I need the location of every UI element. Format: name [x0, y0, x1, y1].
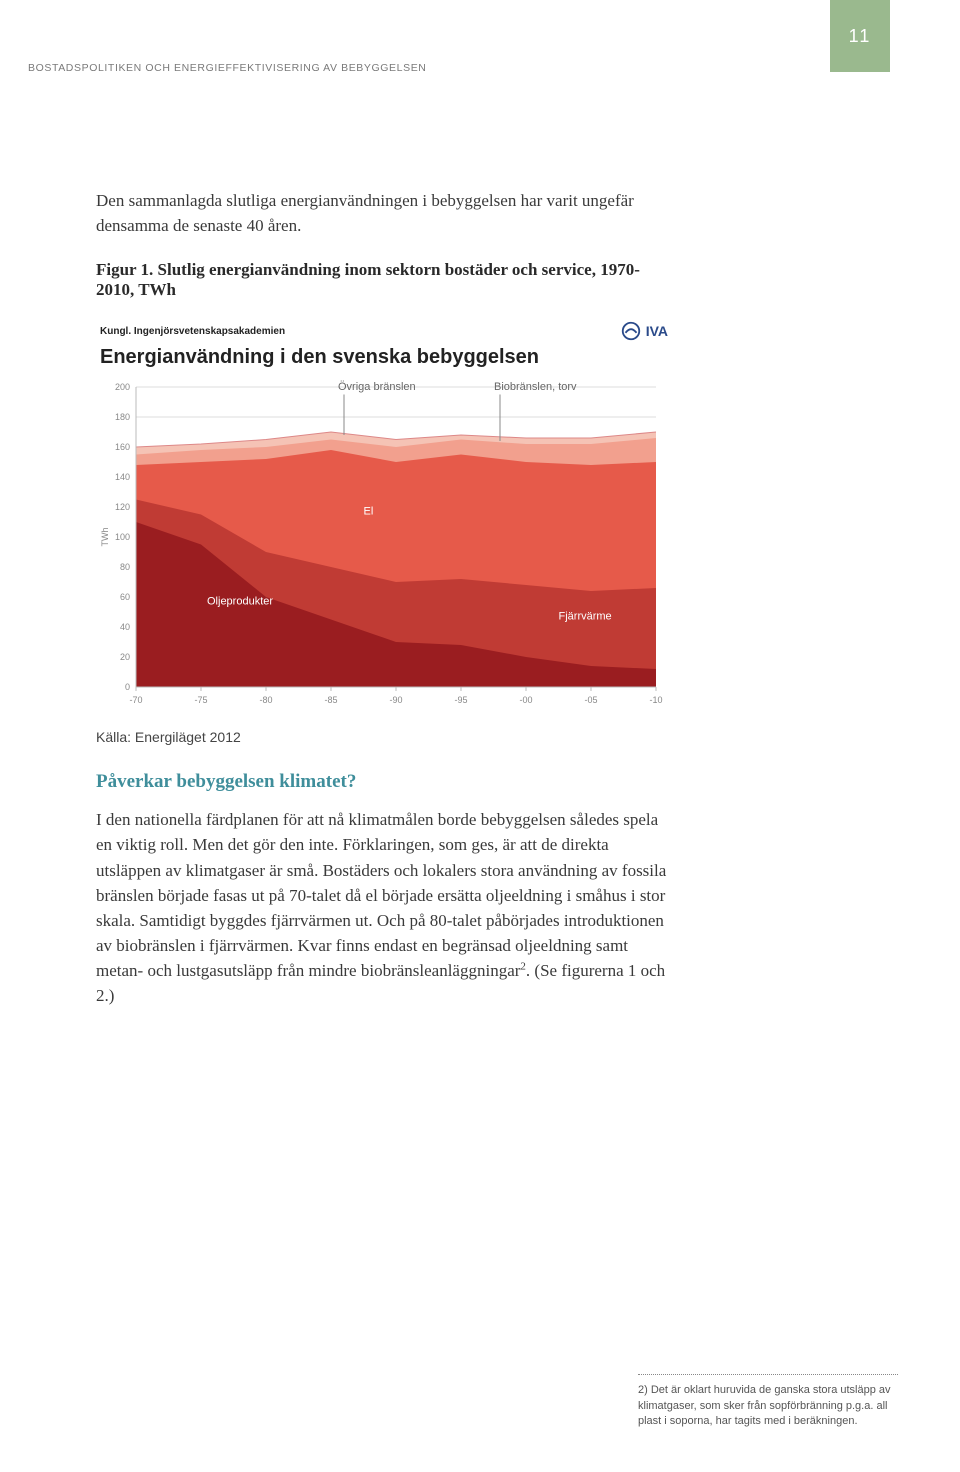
- svg-text:100: 100: [115, 532, 130, 542]
- chart-plot: 0 20 40 60 80 100 120 140 160 180 200 -70 -75 -80 -85 -…: [96, 377, 672, 717]
- chart-source: Källa: Energiläget 2012: [96, 729, 672, 745]
- svg-text:Fjärrvärme: Fjärrvärme: [559, 611, 612, 623]
- running-head: BOSTADSPOLITIKEN OCH ENERGIEFFEKTIVISERI…: [28, 62, 426, 74]
- svg-text:40: 40: [120, 622, 130, 632]
- svg-text:140: 140: [115, 472, 130, 482]
- main-paragraph: I den nationella färdplanen för att nå k…: [96, 807, 672, 1008]
- svg-text:TWh: TWh: [100, 528, 110, 547]
- svg-text:-85: -85: [324, 695, 337, 705]
- svg-text:80: 80: [120, 562, 130, 572]
- main-content: Den sammanlagda slutliga energianvändnin…: [96, 188, 672, 1031]
- svg-text:Oljeprodukter: Oljeprodukter: [207, 596, 273, 608]
- svg-text:20: 20: [120, 652, 130, 662]
- svg-text:160: 160: [115, 442, 130, 452]
- page-number: 11: [849, 26, 872, 47]
- iva-logo: IVA: [620, 320, 668, 342]
- svg-text:60: 60: [120, 592, 130, 602]
- main-paragraph-a: I den nationella färdplanen för att nå k…: [96, 810, 666, 980]
- svg-text:0: 0: [125, 682, 130, 692]
- svg-text:120: 120: [115, 502, 130, 512]
- intro-paragraph: Den sammanlagda slutliga energianvändnin…: [96, 188, 672, 238]
- svg-text:-80: -80: [259, 695, 272, 705]
- svg-text:-10: -10: [649, 695, 662, 705]
- svg-text:-95: -95: [454, 695, 467, 705]
- svg-text:200: 200: [115, 382, 130, 392]
- svg-text:-90: -90: [389, 695, 402, 705]
- footnote: 2) Det är oklart huruvida de ganska stor…: [638, 1374, 898, 1430]
- svg-text:Övriga bränslen: Övriga bränslen: [338, 381, 416, 393]
- subheading: Påverkar bebyggelsen klimatet?: [96, 771, 672, 793]
- svg-text:-75: -75: [194, 695, 207, 705]
- svg-text:Biobränslen, torv: Biobränslen, torv: [494, 381, 577, 393]
- logo-icon: [620, 320, 642, 342]
- svg-text:-05: -05: [584, 695, 597, 705]
- page-number-tab: 11: [830, 0, 890, 72]
- energy-chart: Kungl. Ingenjörsvetenskapsakademien IVA …: [96, 314, 672, 717]
- svg-text:-00: -00: [519, 695, 532, 705]
- chart-title: Energianvändning i den svenska bebyggels…: [96, 344, 672, 377]
- chart-organisation: Kungl. Ingenjörsvetenskapsakademien: [100, 326, 285, 337]
- svg-text:El: El: [364, 506, 374, 518]
- logo-text: IVA: [646, 323, 668, 339]
- svg-text:180: 180: [115, 412, 130, 422]
- chart-header: Kungl. Ingenjörsvetenskapsakademien IVA: [96, 314, 672, 344]
- figure-caption: Figur 1. Slutlig energianvändning inom s…: [96, 260, 672, 300]
- svg-text:-70: -70: [129, 695, 142, 705]
